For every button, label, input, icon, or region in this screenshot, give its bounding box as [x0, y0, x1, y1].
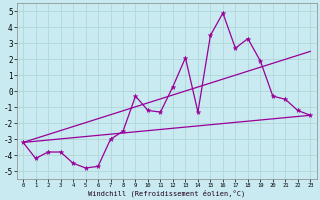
X-axis label: Windchill (Refroidissement éolien,°C): Windchill (Refroidissement éolien,°C): [88, 189, 245, 197]
